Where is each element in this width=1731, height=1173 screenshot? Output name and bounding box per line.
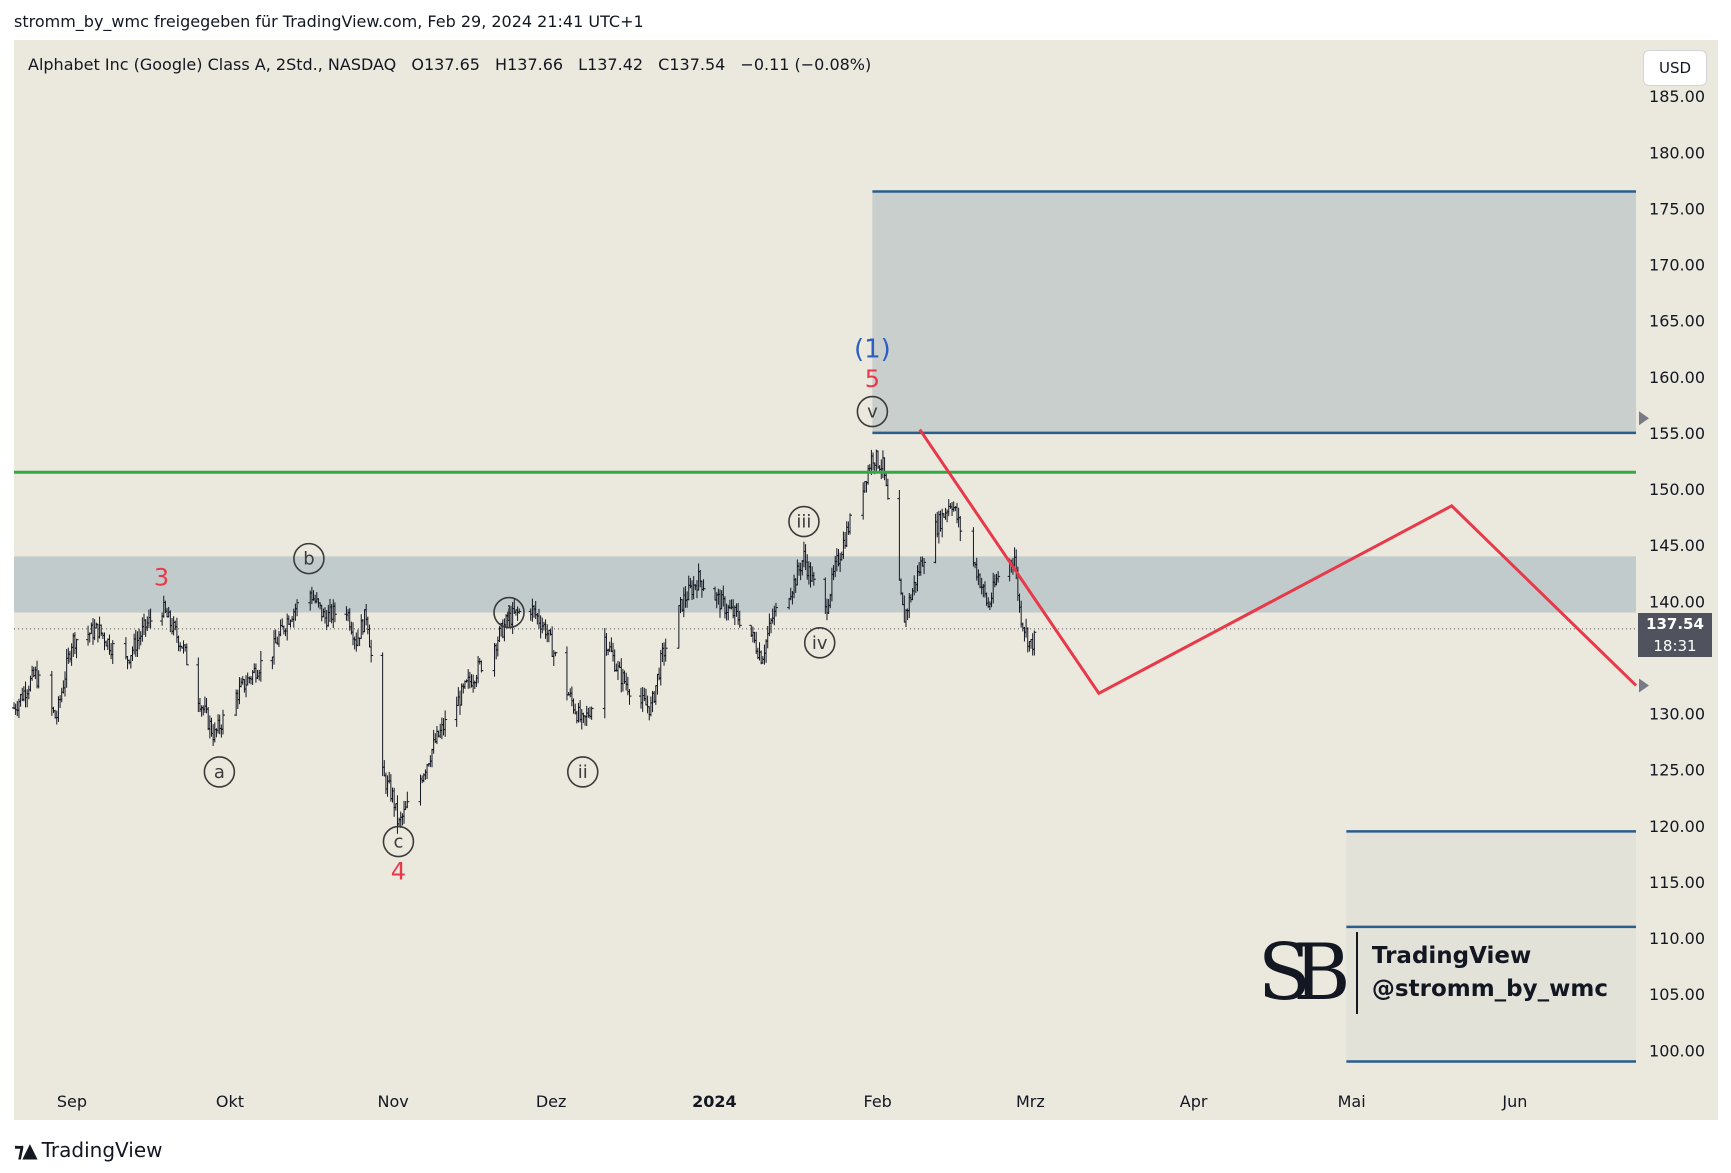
- axis-marker-arrow: [1639, 411, 1649, 426]
- symbol-name: Alphabet Inc (Google) Class A, 2Std., NA…: [28, 55, 397, 74]
- wave-circle: [566, 756, 599, 788]
- ohlc-open: O137.65: [411, 55, 480, 74]
- wave-label-5: 5: [865, 365, 880, 393]
- wave-label-b: b: [303, 549, 314, 570]
- wave-label-4: 4: [391, 858, 406, 886]
- y-tick-label: 110.00: [1649, 929, 1705, 948]
- x-tick-label: Feb: [863, 1092, 891, 1111]
- x-tick-label: Mai: [1338, 1092, 1366, 1111]
- currency-button[interactable]: USD: [1643, 50, 1707, 86]
- bar-countdown: 18:31: [1653, 637, 1697, 655]
- y-tick-label: 170.00: [1649, 256, 1705, 275]
- candles-layer: [12, 449, 1037, 834]
- wave-label-iii: iii: [796, 512, 811, 533]
- wave-label-i: i: [507, 603, 512, 624]
- x-tick-label: Apr: [1180, 1092, 1208, 1111]
- x-tick-label: Okt: [216, 1092, 244, 1111]
- wave-label-a: a: [214, 762, 225, 783]
- wave-label-v: v: [867, 402, 878, 423]
- y-tick-label: 145.00: [1649, 536, 1705, 555]
- x-tick-label: 2024: [692, 1092, 737, 1111]
- x-tick-label: Sep: [57, 1092, 87, 1111]
- y-tick-label: 120.00: [1649, 817, 1705, 836]
- y-tick-label: 100.00: [1649, 1041, 1705, 1060]
- watermark-text: TradingView @stromm_by_wmc: [1372, 940, 1608, 1006]
- y-tick-label: 185.00: [1649, 87, 1705, 106]
- monogram-logo: SB: [1257, 928, 1351, 1018]
- x-tick-label: Dez: [536, 1092, 567, 1111]
- wave-circle: [803, 627, 836, 659]
- wave-label-c: c: [393, 832, 403, 853]
- y-tick-label: 140.00: [1649, 592, 1705, 611]
- tradingview-logo[interactable]: ⁊▲ TradingView: [14, 1138, 163, 1162]
- y-tick-label: 125.00: [1649, 761, 1705, 780]
- y-tick-label: 150.00: [1649, 480, 1705, 499]
- last-price-badge: 137.54 18:31: [1638, 613, 1712, 657]
- x-tick-label: Mrz: [1016, 1092, 1045, 1111]
- wave-label-3: 3: [154, 564, 169, 592]
- author-watermark: SB TradingView @stromm_by_wmc: [1248, 928, 1608, 1018]
- publish-header: stromm_by_wmc freigegeben für TradingVie…: [14, 12, 644, 31]
- price-axis-background: [1636, 40, 1718, 1120]
- zone-lower-target: [1346, 831, 1636, 1062]
- watermark-line1: TradingView: [1371, 943, 1532, 969]
- ohlc-high: H137.66: [495, 55, 564, 74]
- axis-marker-arrow: [1639, 678, 1649, 693]
- last-price: 137.54: [1646, 615, 1704, 633]
- watermark-line2: @stromm_by_wmc: [1371, 976, 1608, 1002]
- y-tick-label: 115.00: [1649, 873, 1705, 892]
- wave-circle: [293, 542, 325, 575]
- x-tick-label: Nov: [378, 1092, 409, 1111]
- watermark-divider: [1356, 932, 1358, 1014]
- x-tick-label: Jun: [1501, 1092, 1527, 1111]
- wave-label-iv: iv: [812, 633, 828, 654]
- price-axis: 185.00 180.00 175.00 170.00 165.00 160.00 155.…: [1649, 87, 1705, 1060]
- wave-circle: [382, 825, 415, 858]
- overlays-layer: [14, 411, 1649, 696]
- ohlc-close: C137.54: [658, 55, 726, 74]
- y-tick-label: 165.00: [1649, 312, 1705, 331]
- y-tick-label: 160.00: [1649, 368, 1705, 387]
- wave-label-(1): (1): [854, 335, 891, 365]
- ohlc-low: L137.42: [578, 55, 644, 74]
- y-tick-label: 175.00: [1649, 199, 1705, 218]
- wave-label-ii: ii: [578, 762, 588, 783]
- y-tick-label: 105.00: [1649, 985, 1705, 1004]
- symbol-legend: Alphabet Inc (Google) Class A, 2Std., NA…: [28, 55, 881, 74]
- y-tick-label: 155.00: [1649, 424, 1705, 443]
- wave-circle: [856, 395, 889, 428]
- zone-upper-target: [872, 191, 1636, 433]
- y-tick-label: 180.00: [1649, 143, 1705, 162]
- time-axis-background: [14, 1084, 1718, 1120]
- ohlc-change: −0.11 (−0.08%): [740, 55, 872, 74]
- tradingview-logo-icon: ⁊▲: [14, 1138, 38, 1162]
- projection-path: [918, 428, 1638, 696]
- wave-circle: [493, 596, 525, 629]
- y-tick-label: 130.00: [1649, 705, 1705, 724]
- wave-circle: [788, 505, 820, 538]
- tradingview-brand: TradingView: [41, 1138, 163, 1162]
- time-axis: Sep Okt Nov Dez 2024 Feb Mrz Apr Mai Jun: [57, 1092, 1528, 1111]
- wave-circle: [203, 756, 236, 788]
